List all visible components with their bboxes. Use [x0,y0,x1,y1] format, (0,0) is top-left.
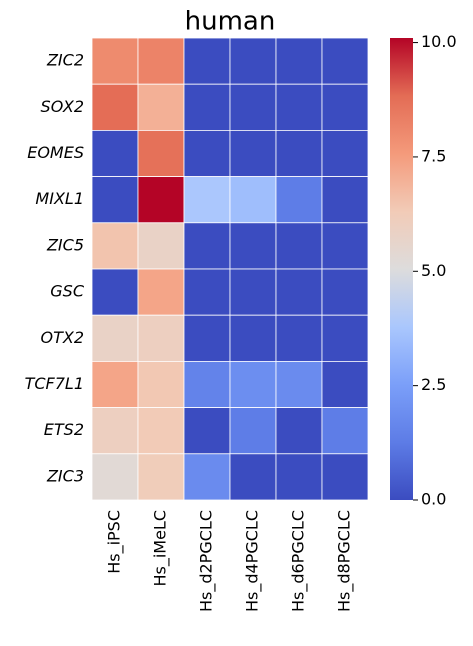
heatmap-cell [229,314,277,362]
colorbar [390,38,413,500]
colorbar-tick-label: 5.0 [421,261,446,280]
heatmap-cell [137,360,185,408]
heatmap-cell [321,83,369,131]
heatmap-cell [91,360,139,408]
heatmap-cell [275,360,323,408]
heatmap-cell [275,268,323,316]
heatmap-cell [183,83,231,131]
heatmap-cell [321,407,369,455]
heatmap-cell [275,37,323,85]
heatmap-cell [321,222,369,270]
heatmap-cell [183,453,231,501]
heatmap-cell [275,222,323,270]
heatmap-cell [91,222,139,270]
heatmap-cell [137,268,185,316]
heatmap-cell [91,314,139,362]
x-tick-label: Hs_iMeLC [151,510,171,587]
heatmap-cell [183,37,231,85]
heatmap-cell [137,222,185,270]
heatmap-cell [183,360,231,408]
y-tick-label: MIXL1 [35,189,84,208]
heatmap-cell [137,314,185,362]
heatmap-cell [91,83,139,131]
heatmap-cell [229,453,277,501]
heatmap-cell [137,176,185,224]
y-tick-label: ZIC5 [46,235,84,254]
y-tick-label: ETS2 [44,420,84,439]
x-tick-label: Hs_d8PGCLC [335,510,355,612]
heatmap-cell [275,314,323,362]
heatmap-cell [229,222,277,270]
heatmap-cell [229,407,277,455]
heatmap-cell [137,453,185,501]
heatmap-cell [229,83,277,131]
colorbar-tick-label: 2.5 [421,375,446,394]
heatmap-cell [183,268,231,316]
heatmap-cell [229,268,277,316]
heatmap-cell [91,129,139,177]
heatmap-cell [275,83,323,131]
heatmap-cell [275,176,323,224]
heatmap-cell [229,37,277,85]
heatmap-cell [321,176,369,224]
heatmap-cell [137,129,185,177]
heatmap-cell [321,453,369,501]
heatmap-cell [137,407,185,455]
heatmap-cell [275,407,323,455]
heatmap-cell [321,268,369,316]
heatmap-cell [91,268,139,316]
heatmap-cell [91,407,139,455]
y-tick-label: SOX2 [41,97,84,116]
y-tick-label: ZIC2 [46,51,84,70]
heatmap-cell [229,360,277,408]
chart-title: human [185,7,276,37]
colorbar-tick-label: 0.0 [421,490,446,509]
heatmap-cell [183,222,231,270]
heatmap-cell [321,314,369,362]
heatmap-cell [275,453,323,501]
x-tick-label: Hs_d4PGCLC [243,510,263,612]
colorbar-tick-label: 7.5 [421,146,446,165]
heatmap-cell [229,129,277,177]
y-tick-label: ZIC3 [46,466,84,485]
y-tick-label: EOMES [27,143,84,162]
heatmap-cell [275,129,323,177]
x-tick-label: Hs_d6PGCLC [289,510,309,612]
heatmap-cell [183,129,231,177]
heatmap-cell [183,314,231,362]
heatmap-cell [137,37,185,85]
heatmap-cell [91,176,139,224]
heatmap-cell [91,453,139,501]
heatmap-cell [321,129,369,177]
heatmap-cell [229,176,277,224]
x-tick-label: Hs_d2PGCLC [197,510,217,612]
x-tick-label: Hs_iPSC [105,510,125,574]
y-tick-label: GSC [50,282,85,301]
y-tick-label: TCF7L1 [25,374,84,393]
heatmap-cell [183,176,231,224]
heatmap-cell [183,407,231,455]
y-tick-label: OTX2 [40,328,84,347]
heatmap-cell [137,83,185,131]
heatmap-cell [321,360,369,408]
colorbar-tick-label: 10.0 [421,32,457,51]
heatmap-cell [321,37,369,85]
heatmap-cell [91,37,139,85]
